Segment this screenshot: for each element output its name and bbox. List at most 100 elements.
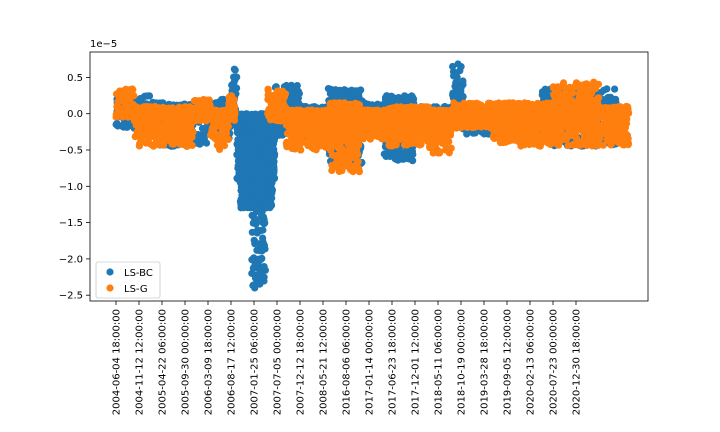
data-point (182, 137, 190, 145)
data-point (141, 103, 149, 111)
data-point (350, 89, 358, 97)
data-point (124, 113, 132, 121)
data-point (245, 139, 254, 147)
data-point (255, 116, 263, 124)
data-point (452, 78, 460, 87)
data-point (231, 85, 240, 93)
data-point (227, 110, 235, 118)
data-point (118, 95, 126, 103)
data-point (143, 122, 151, 130)
data-point (217, 109, 225, 117)
data-point (258, 193, 266, 201)
data-point (253, 229, 261, 237)
data-point (117, 109, 125, 117)
data-point (166, 116, 174, 124)
data-point (394, 154, 403, 163)
data-point (248, 110, 256, 118)
data-point (253, 201, 261, 209)
data-point (219, 138, 227, 146)
data-point (288, 85, 296, 94)
data-point (202, 139, 211, 147)
data-point (121, 88, 129, 96)
data-point (231, 103, 239, 111)
data-point (240, 204, 248, 212)
data-point (187, 127, 195, 135)
data-point (238, 138, 246, 146)
data-point (245, 201, 254, 209)
data-point (259, 245, 267, 253)
data-point (260, 263, 268, 271)
data-point (208, 109, 216, 117)
data-point (212, 133, 220, 141)
data-point (217, 118, 225, 126)
data-point (139, 132, 148, 140)
data-point (240, 178, 248, 186)
data-point (340, 90, 348, 98)
data-point (381, 94, 390, 102)
data-point (266, 153, 274, 161)
data-point (450, 72, 458, 80)
data-point (256, 280, 264, 288)
data-point (246, 147, 254, 155)
data-point (119, 121, 127, 129)
data-point (146, 111, 154, 119)
data-point (138, 114, 146, 122)
data-point (201, 96, 209, 104)
data-point (161, 109, 169, 118)
data-point (241, 153, 249, 161)
data-point (259, 226, 267, 234)
data-point (152, 107, 160, 116)
data-point (258, 186, 266, 194)
data-point (255, 255, 263, 263)
data-point (249, 153, 257, 161)
data-point (267, 99, 275, 107)
data-point (607, 95, 615, 103)
data-point (198, 124, 207, 133)
data-point (326, 90, 334, 98)
data-point (239, 144, 247, 152)
data-point (267, 193, 275, 201)
data-point (251, 284, 259, 292)
data-point (267, 161, 275, 170)
data-point (272, 130, 281, 138)
data-point (252, 183, 260, 191)
data-point (176, 130, 184, 138)
data-point (250, 162, 258, 170)
data-point (459, 77, 467, 85)
data-point (210, 124, 218, 132)
points-layer (112, 60, 633, 292)
data-point (240, 113, 248, 121)
data-point (230, 73, 238, 81)
data-point (261, 147, 269, 155)
data-point (231, 66, 239, 74)
data-point (273, 117, 281, 125)
data-point (223, 125, 231, 133)
data-point (129, 92, 137, 100)
data-point (267, 176, 275, 184)
data-point (149, 131, 157, 139)
data-point (611, 85, 619, 93)
data-point (408, 150, 416, 158)
data-point (259, 218, 267, 227)
data-point (463, 130, 471, 138)
data-point (257, 175, 265, 183)
data-point (244, 124, 252, 132)
data-point (454, 60, 462, 68)
data-point (225, 93, 233, 101)
data-point (400, 151, 408, 159)
data-point (265, 105, 273, 113)
data-point (272, 93, 280, 101)
data-point (214, 98, 223, 106)
data-point (257, 213, 265, 221)
data-point (150, 142, 158, 150)
data-point (456, 67, 464, 75)
data-point (292, 99, 300, 107)
data-point (257, 269, 265, 277)
data-point (155, 122, 163, 130)
data-point (236, 120, 244, 128)
data-point (256, 168, 264, 176)
data-point (113, 119, 121, 127)
data-point (403, 95, 411, 103)
data-point (136, 95, 144, 103)
